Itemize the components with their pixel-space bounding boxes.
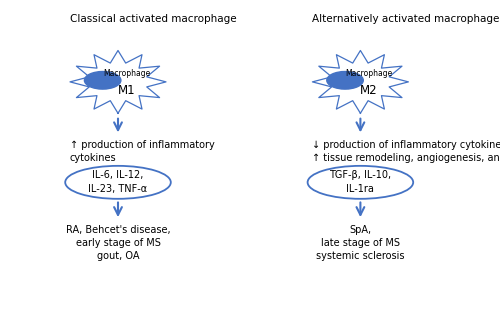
Text: Classical activated macrophage: Classical activated macrophage	[70, 14, 236, 25]
Text: Macrophage: Macrophage	[103, 69, 150, 78]
Text: Macrophage: Macrophage	[346, 69, 393, 78]
Text: IL-6, IL-12,
IL-23, TNF-α: IL-6, IL-12, IL-23, TNF-α	[88, 170, 148, 194]
Polygon shape	[312, 50, 408, 113]
Polygon shape	[70, 50, 166, 113]
Text: SpA,
late stage of MS
systemic sclerosis: SpA, late stage of MS systemic sclerosis	[316, 225, 404, 261]
Text: RA, Behcet's disease,
early stage of MS
gout, OA: RA, Behcet's disease, early stage of MS …	[66, 225, 170, 261]
Text: M1: M1	[118, 84, 136, 97]
Text: TGF-β, IL-10,
IL-1ra: TGF-β, IL-10, IL-1ra	[330, 170, 392, 194]
Ellipse shape	[84, 72, 121, 89]
Ellipse shape	[327, 72, 364, 89]
Text: ↑ production of inflammatory
cytokines: ↑ production of inflammatory cytokines	[70, 140, 215, 163]
Text: M2: M2	[360, 84, 378, 97]
Text: Alternatively activated macrophage: Alternatively activated macrophage	[312, 14, 500, 25]
Text: ↓ production of inflammatory cytokines
↑ tissue remodeling, angiogenesis, and wo: ↓ production of inflammatory cytokines ↑…	[312, 140, 500, 163]
